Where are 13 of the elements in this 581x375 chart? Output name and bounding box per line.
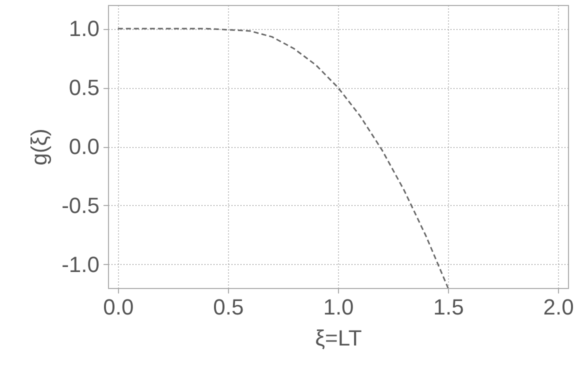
y-tick-label: -0.5 — [62, 192, 100, 218]
y-tick-label: 1.0 — [68, 16, 100, 42]
y-axis-title: g(ξ) — [26, 128, 52, 166]
line-series — [117, 28, 449, 289]
x-tick-label: 1.0 — [323, 294, 354, 320]
x-tick-label: 0.5 — [213, 294, 244, 320]
x-tick-label: 1.5 — [433, 294, 464, 320]
y-tick-label: 0.5 — [68, 75, 100, 100]
x-axis-title: ξ=LT — [315, 326, 362, 350]
x-tick-label: 2.0 — [543, 294, 574, 320]
y-tick-label: -1.0 — [62, 252, 100, 277]
x-tick-label: 0.0 — [103, 294, 134, 320]
y-tick-label: 0.0 — [68, 134, 100, 159]
